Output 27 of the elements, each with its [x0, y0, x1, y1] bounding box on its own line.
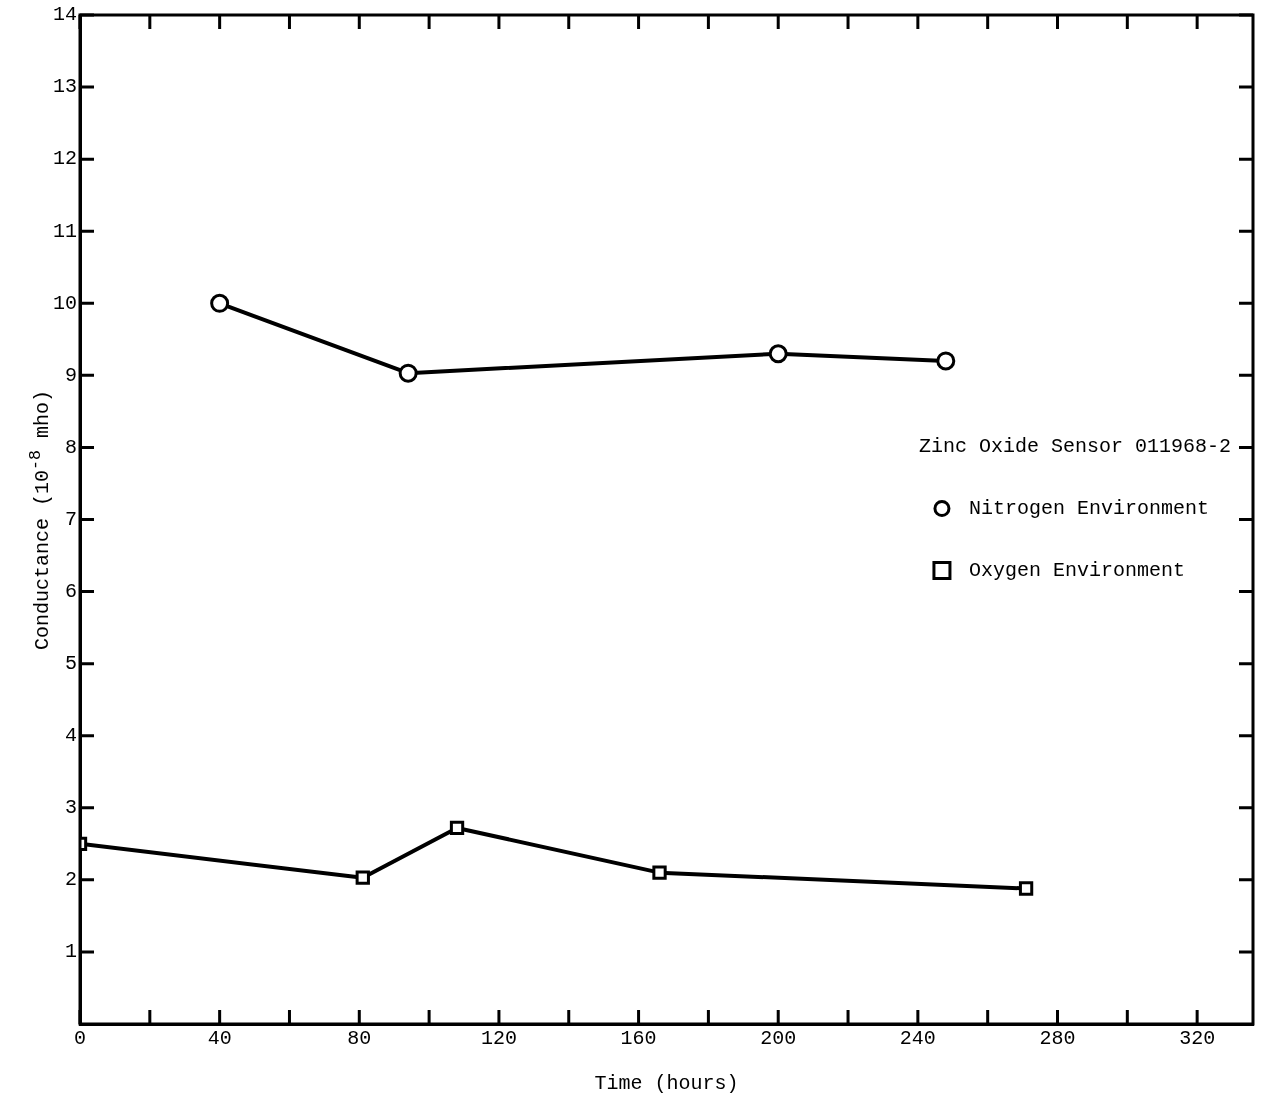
legend-title: Zinc Oxide Sensor 011968-2	[918, 434, 1232, 458]
y-tick-label: 9	[64, 363, 77, 387]
legend-label: Nitrogen Environment	[968, 496, 1209, 520]
y-tick-label: 6	[64, 579, 77, 603]
x-tick-label: 40	[207, 1027, 232, 1051]
y-tick-label: 2	[64, 868, 77, 892]
y-tick-label: 1	[64, 940, 77, 964]
y-tick-label: 5	[64, 651, 77, 675]
x-tick-label: 160	[620, 1027, 657, 1051]
x-tick-label: 120	[480, 1027, 517, 1051]
y-tick-label: 4	[64, 724, 77, 748]
y-tick-label: 8	[64, 435, 77, 459]
y-tick-label: 14	[52, 3, 77, 27]
legend-label: Oxygen Environment	[968, 558, 1185, 582]
x-tick-label: 320	[1179, 1027, 1216, 1051]
y-tick-label: 12	[52, 147, 77, 171]
x-axis-title: Time (hours)	[594, 1072, 739, 1096]
x-tick-label: 0	[74, 1027, 87, 1051]
x-tick-label: 200	[760, 1027, 797, 1051]
y-tick-label: 10	[52, 291, 77, 315]
y-tick-label: 7	[64, 507, 77, 531]
x-tick-label: 80	[347, 1027, 372, 1051]
y-tick-label: 3	[64, 796, 77, 820]
x-tick-label: 240	[899, 1027, 936, 1051]
x-tick-label: 280	[1039, 1027, 1076, 1051]
y-tick-label: 11	[52, 219, 77, 243]
y-tick-label: 13	[52, 75, 77, 99]
